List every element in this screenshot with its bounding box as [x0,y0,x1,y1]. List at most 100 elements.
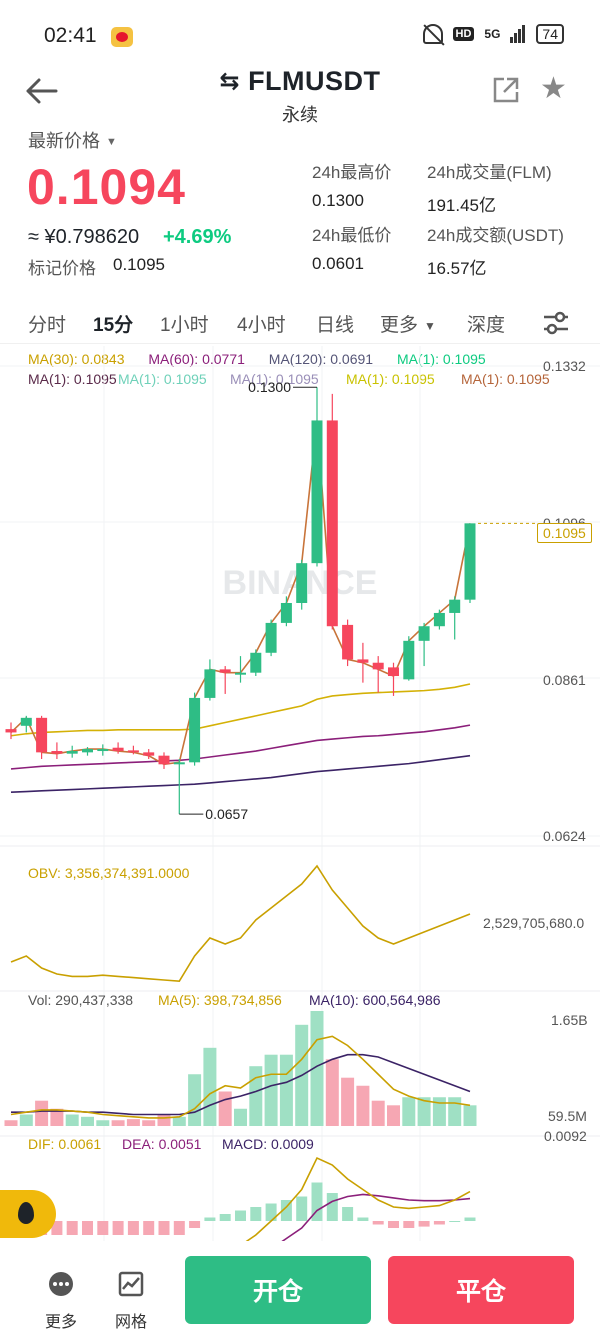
share-icon[interactable] [492,76,520,104]
volume-pane [4,1011,477,1126]
macd-dea-label: DEA: 0.0051 [122,1136,202,1152]
macd-hist-bar [112,1221,124,1235]
stat-label: 24h成交量(FLM) [427,163,552,182]
grid-button[interactable]: 网格 [101,1271,161,1332]
mark-price-label: 标记价格 [28,259,96,278]
volume-ma5-label: MA(5): 398,734,856 [158,992,282,1008]
more-button[interactable]: 更多 [31,1271,91,1332]
flame-float-icon[interactable] [0,1190,56,1238]
candle [66,745,78,758]
candle [296,559,308,610]
triangle-down-icon: ▼ [424,318,436,333]
candle-body [418,626,430,641]
ma30-label: MA(30): 0.0843 [28,351,125,367]
candle-body [36,717,48,753]
candle [20,715,32,733]
macd-hist-bar [372,1221,384,1225]
macd-hist-bar [158,1221,170,1235]
last-price: 0.1094 [27,159,186,215]
tab-more-label: 更多 [380,315,419,336]
volume-bar [142,1120,156,1126]
volume-bar [203,1047,217,1126]
volume-bar [172,1116,186,1126]
tab-4h[interactable]: 4小时 [237,315,286,336]
tab-depth[interactable]: 深度 [467,315,506,336]
header: ⇆ FLMUSDT 永续 ★ [0,60,600,130]
star-icon[interactable]: ★ [540,72,567,105]
candle-body [433,612,445,627]
volume-bar [417,1097,431,1126]
high-marker-label: 0.1300 [248,379,291,395]
open-position-button[interactable]: 开仓 [185,1256,371,1324]
tab-1h[interactable]: 1小时 [160,315,209,336]
candle-body [449,599,461,613]
status-bar: 02:41 HD 5G 74 [0,0,600,72]
volume-bar [432,1097,446,1126]
candle [388,662,399,696]
candle [250,649,262,677]
stat-24h-volume-usdt: 24h成交额(USDT) 16.57亿 [427,221,564,279]
candle [342,619,354,667]
volume-bar [19,1114,33,1126]
ma-legend-row-1: MA(30): 0.0843 MA(60): 0.0771 MA(120): 0… [28,351,486,367]
candle-body [250,652,262,673]
chart-settings-icon[interactable] [542,310,570,336]
stat-label: 24h成交额(USDT) [427,226,564,245]
tab-more[interactable]: 更多 ▼ [380,310,436,337]
volume-ma5-line [10,1035,471,1119]
stat-value: 16.57亿 [427,259,487,278]
candle-body [143,752,155,756]
volume-bar [371,1100,385,1126]
ma60-line [10,724,471,770]
candle [51,742,63,759]
tab-daily[interactable]: 日线 [316,315,355,336]
volume-bar [341,1077,355,1126]
candle [82,747,93,756]
candle [403,636,415,681]
y-tick: 0.0861 [543,672,586,688]
stat-label: 24h最高价 [312,163,392,182]
grid-chart-icon [118,1271,144,1297]
caret-down-icon: ▼ [106,136,117,149]
macd-hist-bar [403,1221,415,1228]
ma1-label: MA(1): 0.1095 [118,371,207,387]
weibo-notification-icon [111,27,133,47]
volume-bar [279,1054,293,1126]
tab-15m[interactable]: 15分 [93,315,134,336]
ma120-label: MA(120): 0.0691 [268,351,374,367]
macd-hist-bar [250,1207,262,1221]
candle [204,659,216,701]
stat-value: 191.45亿 [427,196,496,215]
candle-body [66,751,78,754]
title[interactable]: ⇆ FLMUSDT 永续 [0,66,600,127]
ma1-label: MA(1): 0.1095 [230,371,319,387]
close-position-button[interactable]: 平仓 [388,1256,574,1324]
macd-hist-bar [204,1217,216,1221]
macd-value-label: MACD: 0.0009 [222,1136,314,1152]
latest-price-label[interactable]: 最新价格 ▼ [28,127,117,153]
ma1-label: MA(1): 0.1095 [396,351,486,367]
macd-hist-bar [311,1182,323,1221]
volume-bar [325,1059,339,1126]
volume-bar [234,1108,247,1126]
volume-bar [188,1074,202,1126]
candle [112,742,124,754]
stat-24h-volume-flm: 24h成交量(FLM) 191.45亿 [427,158,552,216]
macd-hist-bar [66,1221,78,1235]
volume-bar [463,1105,477,1126]
candle [189,692,201,766]
candle-body [97,749,109,752]
candle [143,749,155,759]
low-marker-label: 0.0657 [205,806,248,822]
candle-body [112,747,124,752]
candle-body [127,750,139,753]
y-tick: 0.0624 [543,828,586,844]
stat-24h-high: 24h最高价 0.1300 [312,158,391,211]
candle-body [173,762,185,765]
volume-bar [96,1120,110,1126]
tab-timeline[interactable]: 分时 [28,315,67,336]
back-arrow-icon[interactable] [24,76,60,106]
macd-hist-bar [388,1221,399,1228]
macd-dif-label: DIF: 0.0061 [28,1136,102,1152]
